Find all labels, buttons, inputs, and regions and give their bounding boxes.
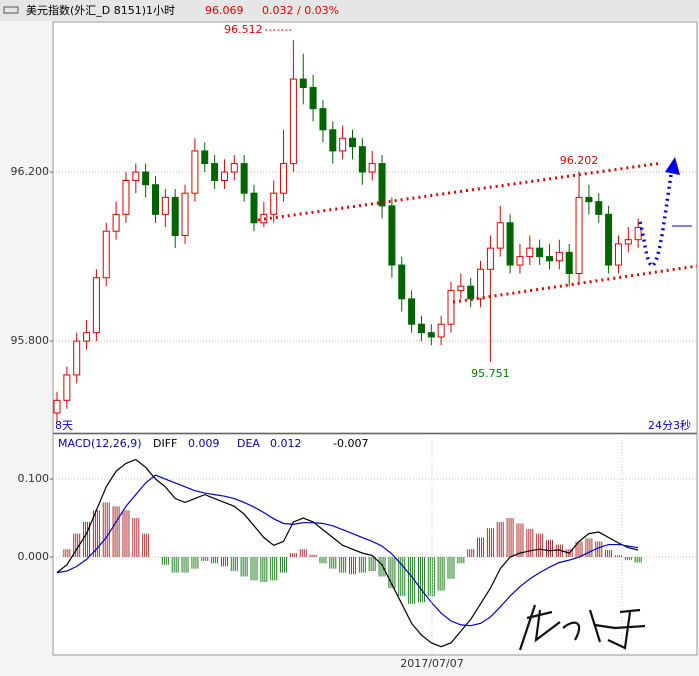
main-panel [52, 21, 698, 434]
candle-body [63, 374, 71, 401]
candle-body [53, 399, 61, 414]
channel-lower [452, 264, 698, 304]
macd-line [56, 474, 639, 627]
y-tick-label: 96.200 [11, 165, 50, 178]
candle-body [546, 256, 553, 262]
x-label: 2017/07/07 [400, 657, 463, 670]
candle-body [289, 78, 297, 165]
candle-body [240, 163, 248, 194]
candle-body [447, 289, 455, 325]
legend-value: 0.009 [188, 437, 220, 450]
legend-name: DEA [237, 437, 260, 450]
legend-value: -0.007 [333, 437, 368, 450]
candle-body [585, 196, 593, 203]
candle-body [122, 180, 130, 215]
candle-body [309, 87, 317, 110]
candle-body [634, 226, 642, 241]
candle-body [280, 163, 288, 194]
candle-body [191, 150, 199, 194]
candle-body [211, 163, 219, 182]
header-change: 0.032 / 0.03% [262, 4, 339, 17]
candle-body [152, 184, 159, 215]
candle-body [260, 213, 268, 224]
corner-label: 8天 [55, 419, 73, 432]
candle-body [605, 213, 613, 266]
candle-body [624, 239, 632, 245]
candle-body [250, 192, 258, 224]
candle-body [408, 298, 416, 325]
corner-label: 24分3秒 [648, 418, 691, 432]
legend-value: 0.012 [270, 437, 302, 450]
candle-body [171, 196, 179, 236]
candle-body [83, 332, 91, 342]
candle-body [161, 196, 169, 215]
candle-body [614, 243, 622, 266]
header-price: 96.069 [205, 4, 244, 17]
forecast-arrow [665, 157, 680, 175]
candle-body [329, 129, 337, 152]
candle-body [477, 268, 485, 300]
candle-body [102, 230, 110, 279]
candle-body [437, 323, 445, 338]
candle-body [358, 146, 366, 173]
candle-body [526, 247, 534, 258]
candle-body [319, 108, 327, 131]
candle-body [349, 137, 356, 148]
candle-body [417, 323, 425, 334]
candle-body [516, 256, 524, 266]
candle-body [388, 205, 396, 266]
y-tick-label: 0.000 [18, 550, 50, 563]
candle-body [427, 332, 435, 338]
annotation-layer [257, 157, 698, 651]
candle-body [73, 340, 81, 376]
candle-body [595, 201, 603, 215]
annotation: 96.202 [560, 154, 599, 167]
candle-body [555, 251, 563, 262]
annotation: 95.751 [471, 367, 510, 380]
candle-body [132, 171, 140, 182]
channel-upper [257, 161, 663, 222]
macd-title: MACD(12,26,9) [58, 437, 142, 450]
candle-body [270, 192, 278, 215]
candle-body [299, 78, 307, 89]
candle-body [506, 222, 514, 266]
y-tick-label: 95.800 [11, 334, 50, 347]
header-bar [0, 0, 699, 21]
annotation: 96.512 [224, 23, 263, 36]
candle-body [398, 264, 406, 300]
candle-body [467, 285, 475, 300]
signature [518, 604, 646, 651]
candle-body [536, 247, 544, 258]
candle-body [220, 171, 228, 182]
candle-body [112, 213, 120, 232]
candle-body [457, 285, 465, 291]
window-icon[interactable] [3, 6, 19, 14]
legend-name: DIFF [153, 437, 177, 450]
candle-body [339, 137, 347, 152]
macd-panel [52, 433, 698, 656]
candle-body [378, 163, 386, 207]
candle-body [565, 251, 573, 274]
candle-body [368, 163, 376, 173]
candle-body [181, 192, 189, 236]
candle-body [486, 247, 494, 270]
candle-body [230, 163, 238, 173]
forecast-path [638, 167, 674, 269]
header-title: 美元指数(外汇_D 8151)1小时 [26, 3, 175, 17]
y-tick-label: 0.100 [18, 472, 50, 485]
candle-body [92, 277, 100, 334]
candle-body [575, 196, 583, 274]
candle-body [142, 171, 150, 186]
candle-body [496, 222, 504, 249]
candle-body [201, 150, 209, 165]
